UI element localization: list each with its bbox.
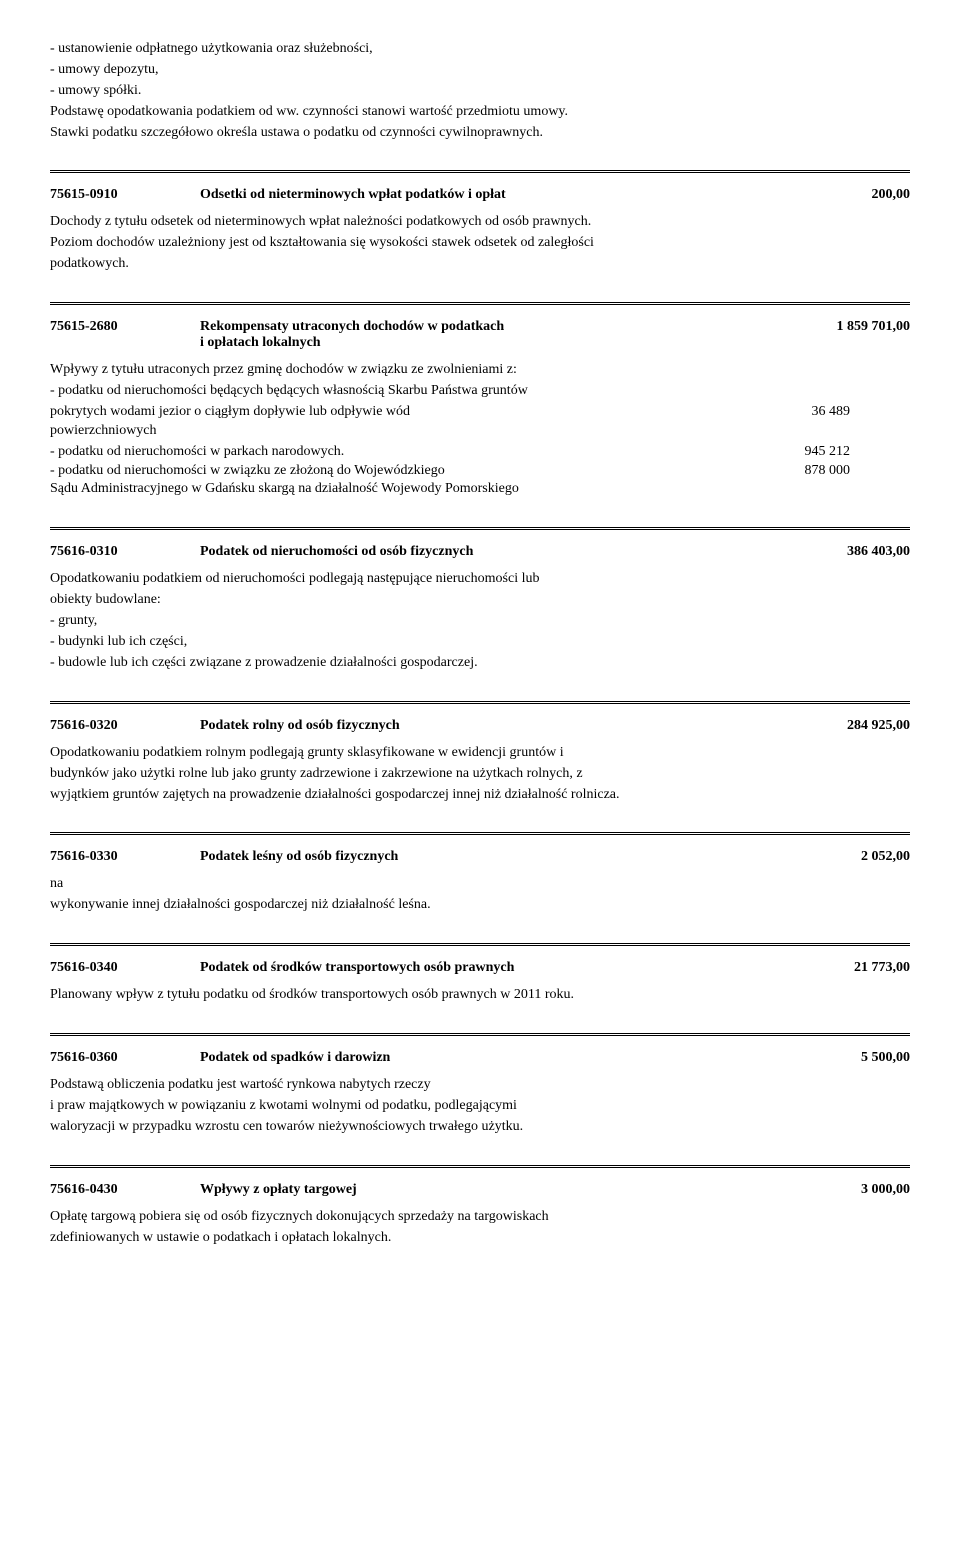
section-divider bbox=[50, 1165, 910, 1168]
section-divider bbox=[50, 527, 910, 530]
section-title: Odsetki od nieterminowych wpłat podatków… bbox=[160, 187, 780, 203]
section-code: 75615-2680 bbox=[50, 319, 160, 335]
body-line: zdefiniowanych w ustawie o podatkach i o… bbox=[50, 1229, 910, 1248]
section-code: 75615-0910 bbox=[50, 187, 160, 203]
amount-row: - podatku od nieruchomości w związku ze … bbox=[50, 462, 910, 481]
body-line: - budowle lub ich części związane z prow… bbox=[50, 654, 910, 673]
section-code: 75616-0340 bbox=[50, 960, 160, 976]
section-amount: 2 052,00 bbox=[780, 849, 910, 865]
body-line: Opodatkowaniu podatkiem rolnym podlegają… bbox=[50, 744, 910, 763]
section-body: Dochody z tytułu odsetek od nieterminowy… bbox=[50, 213, 910, 274]
section-6: 75616-0340 Podatek od środków transporto… bbox=[50, 960, 910, 1005]
section-title: Podatek od nieruchomości od osób fizyczn… bbox=[160, 544, 780, 560]
section-title: Podatek od środków transportowych osób p… bbox=[160, 960, 780, 976]
section-amount: 5 500,00 bbox=[780, 1050, 910, 1066]
intro-block: - ustanowienie odpłatnego użytkowania or… bbox=[50, 40, 910, 142]
amount-row: pokrytych wodami jezior o ciągłym dopływ… bbox=[50, 403, 910, 422]
section-1: 75615-0910 Odsetki od nieterminowych wpł… bbox=[50, 187, 910, 274]
section-header: 75616-0310 Podatek od nieruchomości od o… bbox=[50, 544, 910, 560]
section-4: 75616-0320 Podatek rolny od osób fizyczn… bbox=[50, 718, 910, 805]
row-text: - podatku od nieruchomości w związku ze … bbox=[50, 462, 720, 481]
section-code: 75616-0310 bbox=[50, 544, 160, 560]
body-line: powierzchniowych bbox=[50, 422, 910, 441]
section-header: 75616-0430 Wpływy z opłaty targowej 3 00… bbox=[50, 1182, 910, 1198]
section-title: Podatek od spadków i darowizn bbox=[160, 1050, 780, 1066]
body-line: Planowany wpływ z tytułu podatku od środ… bbox=[50, 986, 910, 1005]
section-body: Wpływy z tytułu utraconych przez gminę d… bbox=[50, 361, 910, 499]
section-header: 75616-0320 Podatek rolny od osób fizyczn… bbox=[50, 718, 910, 734]
section-divider bbox=[50, 701, 910, 704]
section-title: Wpływy z opłaty targowej bbox=[160, 1182, 780, 1198]
section-code: 75616-0430 bbox=[50, 1182, 160, 1198]
section-body: Podstawą obliczenia podatku jest wartość… bbox=[50, 1076, 910, 1137]
body-line: Opłatę targową pobiera się od osób fizyc… bbox=[50, 1208, 910, 1227]
section-code: 75616-0330 bbox=[50, 849, 160, 865]
section-divider bbox=[50, 302, 910, 305]
section-3: 75616-0310 Podatek od nieruchomości od o… bbox=[50, 544, 910, 672]
body-line: wykonywanie innej działalności gospodarc… bbox=[50, 896, 910, 915]
section-code: 75616-0320 bbox=[50, 718, 160, 734]
intro-line: Podstawę opodatkowania podatkiem od ww. … bbox=[50, 103, 910, 122]
body-line: obiekty budowlane: bbox=[50, 591, 910, 610]
section-title: Podatek rolny od osób fizycznych bbox=[160, 718, 780, 734]
section-body: Opodatkowaniu podatkiem od nieruchomości… bbox=[50, 570, 910, 672]
section-divider bbox=[50, 1033, 910, 1036]
body-line: Dochody z tytułu odsetek od nieterminowy… bbox=[50, 213, 910, 232]
body-line: - podatku od nieruchomości będących będą… bbox=[50, 382, 910, 401]
title-line: i opłatach lokalnych bbox=[200, 335, 321, 350]
section-body: na wykonywanie innej działalności gospod… bbox=[50, 875, 910, 915]
section-header: 75615-0910 Odsetki od nieterminowych wpł… bbox=[50, 187, 910, 203]
intro-line: Stawki podatku szczegółowo określa ustaw… bbox=[50, 124, 910, 143]
body-line: Wpływy z tytułu utraconych przez gminę d… bbox=[50, 361, 910, 380]
section-amount: 200,00 bbox=[780, 187, 910, 203]
section-body: Opodatkowaniu podatkiem rolnym podlegają… bbox=[50, 744, 910, 805]
body-line: podatkowych. bbox=[50, 255, 910, 274]
body-line: wyjątkiem gruntów zajętych na prowadzeni… bbox=[50, 786, 910, 805]
section-amount: 1 859 701,00 bbox=[780, 319, 910, 335]
section-amount: 21 773,00 bbox=[780, 960, 910, 976]
section-divider bbox=[50, 170, 910, 173]
body-line: i praw majątkowych w powiązaniu z kwotam… bbox=[50, 1097, 910, 1116]
body-line: Podstawą obliczenia podatku jest wartość… bbox=[50, 1076, 910, 1095]
section-amount: 3 000,00 bbox=[780, 1182, 910, 1198]
row-num: 878 000 bbox=[720, 462, 910, 481]
section-7: 75616-0360 Podatek od spadków i darowizn… bbox=[50, 1050, 910, 1137]
section-header: 75616-0360 Podatek od spadków i darowizn… bbox=[50, 1050, 910, 1066]
section-amount: 386 403,00 bbox=[780, 544, 910, 560]
body-line: waloryzacji w przypadku wzrostu cen towa… bbox=[50, 1118, 910, 1137]
section-header: 75616-0330 Podatek leśny od osób fizyczn… bbox=[50, 849, 910, 865]
row-num: 945 212 bbox=[720, 443, 910, 462]
intro-line: - umowy depozytu, bbox=[50, 61, 910, 80]
section-header: 75616-0340 Podatek od środków transporto… bbox=[50, 960, 910, 976]
section-8: 75616-0430 Wpływy z opłaty targowej 3 00… bbox=[50, 1182, 910, 1248]
section-title: Rekompensaty utraconych dochodów w podat… bbox=[160, 319, 780, 351]
title-line: Rekompensaty utraconych dochodów w podat… bbox=[200, 319, 504, 334]
section-amount: 284 925,00 bbox=[780, 718, 910, 734]
body-line: Opodatkowaniu podatkiem od nieruchomości… bbox=[50, 570, 910, 589]
section-2: 75615-2680 Rekompensaty utraconych docho… bbox=[50, 319, 910, 499]
amount-row: - podatku od nieruchomości w parkach nar… bbox=[50, 443, 910, 462]
section-body: Planowany wpływ z tytułu podatku od środ… bbox=[50, 986, 910, 1005]
section-title: Podatek leśny od osób fizycznych bbox=[160, 849, 780, 865]
section-body: Opłatę targową pobiera się od osób fizyc… bbox=[50, 1208, 910, 1248]
intro-line: - umowy spółki. bbox=[50, 82, 910, 101]
body-line: Sądu Administracyjnego w Gdańsku skargą … bbox=[50, 480, 910, 499]
section-divider bbox=[50, 832, 910, 835]
row-text: - podatku od nieruchomości w parkach nar… bbox=[50, 443, 720, 462]
body-line: - grunty, bbox=[50, 612, 910, 631]
row-num: 36 489 bbox=[720, 403, 910, 422]
body-line: na bbox=[50, 875, 910, 894]
row-text: pokrytych wodami jezior o ciągłym dopływ… bbox=[50, 403, 720, 422]
section-5: 75616-0330 Podatek leśny od osób fizyczn… bbox=[50, 849, 910, 915]
section-code: 75616-0360 bbox=[50, 1050, 160, 1066]
body-line: Poziom dochodów uzależniony jest od kszt… bbox=[50, 234, 910, 253]
section-divider bbox=[50, 943, 910, 946]
intro-line: - ustanowienie odpłatnego użytkowania or… bbox=[50, 40, 910, 59]
section-header: 75615-2680 Rekompensaty utraconych docho… bbox=[50, 319, 910, 351]
body-line: budynków jako użytki rolne lub jako grun… bbox=[50, 765, 910, 784]
body-line: - budynki lub ich części, bbox=[50, 633, 910, 652]
